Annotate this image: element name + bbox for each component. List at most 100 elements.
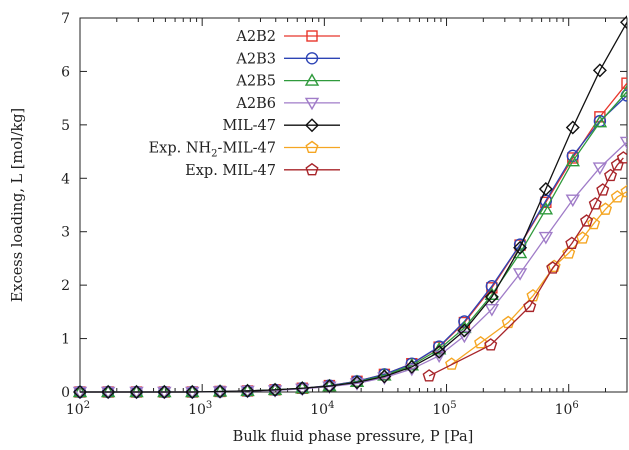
data-point <box>240 383 255 398</box>
data-point <box>129 386 144 400</box>
series-line <box>428 157 624 377</box>
y-tick-label: 3 <box>61 225 70 241</box>
x-tick-label: 103 <box>188 400 212 418</box>
data-point <box>592 63 607 78</box>
series-a2b6 <box>72 136 627 400</box>
x-tick-label: 106 <box>555 400 579 418</box>
x-tick-label: 105 <box>432 400 456 418</box>
legend-entry: A2B5 <box>235 73 340 90</box>
x-axis-title: Bulk fluid phase pressure, P [Pa] <box>233 429 474 445</box>
data-point <box>268 382 283 397</box>
data-point <box>546 261 560 274</box>
data-point <box>538 231 554 245</box>
data-point <box>565 236 579 250</box>
data-point <box>129 384 144 398</box>
legend-label: Exp. NH2-MIL-47 <box>149 141 276 160</box>
legend-marker <box>306 30 318 42</box>
data-point <box>538 181 553 196</box>
data-point <box>562 246 576 259</box>
data-point <box>523 299 537 313</box>
data-point <box>592 114 608 128</box>
data-point <box>484 303 500 317</box>
legend-entry: Exp. NH2-MIL-47 <box>149 141 340 160</box>
axis-ticks: 0 1 2 3 4 5 6 7 102 103 104 105 106 <box>61 11 628 418</box>
series-line <box>80 21 627 393</box>
legend-label: A2B6 <box>235 96 276 112</box>
data-point <box>604 168 618 182</box>
legend-label: MIL-47 <box>222 118 276 134</box>
legend-entry: MIL-47 <box>222 118 340 134</box>
data-point <box>212 384 228 397</box>
y-tick-label: 1 <box>61 332 70 348</box>
legend-entry: A2B2 <box>235 29 340 45</box>
data-point <box>73 385 87 399</box>
data-series <box>72 15 627 400</box>
data-point <box>350 375 364 390</box>
legend-label: A2B3 <box>235 51 276 67</box>
series-exp-mil-47 <box>422 151 627 382</box>
data-point <box>157 384 172 398</box>
data-point <box>592 162 608 176</box>
data-point <box>576 231 590 244</box>
data-point <box>295 383 310 397</box>
legend-label: Exp. MIL-47 <box>185 163 276 179</box>
data-point <box>185 386 200 400</box>
data-point <box>474 335 488 349</box>
data-point <box>322 379 337 394</box>
data-point <box>538 201 554 215</box>
y-tick-label: 2 <box>61 278 70 294</box>
data-point <box>185 385 200 399</box>
legend-marker <box>305 118 319 133</box>
data-point <box>213 384 228 399</box>
y-tick-label: 4 <box>61 171 70 187</box>
data-point <box>377 372 392 385</box>
y-axis-title: Excess loading, L [mol/kg] <box>10 108 26 302</box>
data-point <box>513 240 528 255</box>
data-point <box>101 385 116 399</box>
data-point <box>619 136 627 150</box>
series-a2b5 <box>72 84 627 398</box>
data-point <box>349 378 365 391</box>
data-point <box>457 323 472 338</box>
legend-marker <box>305 162 319 176</box>
data-point <box>620 89 627 102</box>
legend-label: A2B2 <box>235 29 276 45</box>
legend-entry: A2B3 <box>235 51 340 67</box>
data-point <box>598 202 613 215</box>
series-mil-47 <box>73 15 627 399</box>
data-point <box>72 386 88 400</box>
data-point <box>377 369 392 384</box>
data-point <box>620 15 627 30</box>
legend-entry: Exp. MIL-47 <box>185 163 340 179</box>
data-point <box>157 386 172 400</box>
x-tick-label: 102 <box>66 400 90 418</box>
data-point <box>616 151 627 164</box>
legend: A2B2 A2B3 A2B5 A2B6 MIL-47 Exp. NH2-MIL-47 Exp… <box>149 29 340 179</box>
legend-entry: A2B6 <box>235 96 340 112</box>
data-point <box>100 384 116 398</box>
data-point <box>580 214 594 227</box>
data-point <box>295 381 310 396</box>
data-point <box>129 385 144 399</box>
data-point <box>565 153 580 167</box>
data-point <box>267 385 283 398</box>
data-point <box>72 384 88 398</box>
data-point <box>619 84 627 97</box>
data-point <box>240 385 255 399</box>
legend-marker <box>305 140 319 154</box>
legend-marker <box>304 73 320 86</box>
y-tick-label: 6 <box>61 64 70 80</box>
legend-marker <box>304 97 320 111</box>
y-tick-label: 0 <box>61 385 70 401</box>
series-line <box>451 191 627 365</box>
data-point <box>512 268 528 281</box>
data-point <box>484 289 499 304</box>
plot-frame <box>79 17 628 393</box>
data-point <box>422 369 436 382</box>
data-point <box>587 216 601 230</box>
data-point <box>565 194 580 208</box>
y-tick-label: 5 <box>61 118 70 134</box>
data-point <box>588 197 602 210</box>
data-point <box>404 359 419 374</box>
